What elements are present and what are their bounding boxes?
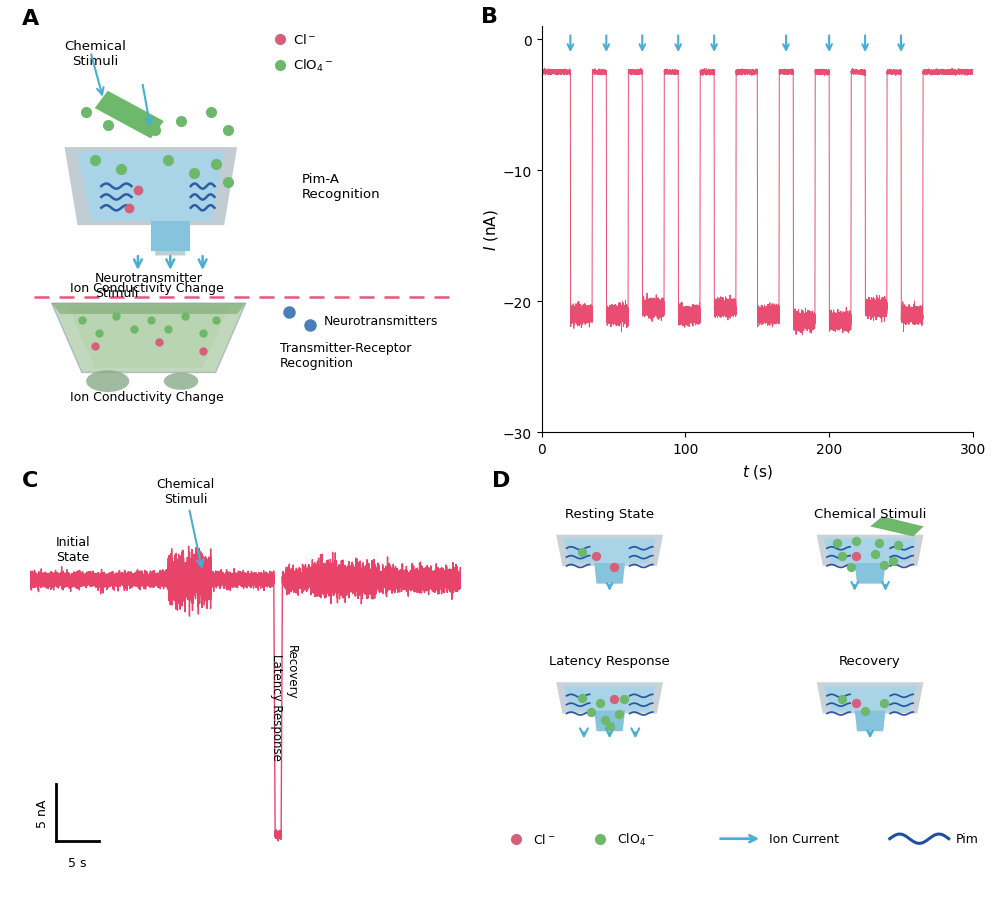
Polygon shape: [64, 148, 236, 256]
Text: Pim: Pim: [955, 833, 978, 845]
Text: A: A: [21, 9, 39, 30]
Text: Chemical
Stimuli: Chemical Stimuli: [64, 40, 125, 68]
Polygon shape: [870, 517, 923, 537]
Text: D: D: [491, 470, 510, 491]
Text: Chemical Stimuli: Chemical Stimuli: [813, 507, 926, 520]
Polygon shape: [816, 535, 923, 566]
X-axis label: $t$ (s): $t$ (s): [740, 462, 773, 480]
Polygon shape: [52, 304, 245, 373]
Polygon shape: [95, 92, 163, 139]
Text: Chemical
Stimuli: Chemical Stimuli: [156, 477, 214, 567]
Text: Recovery: Recovery: [839, 655, 900, 667]
Text: Ion Current: Ion Current: [769, 833, 839, 845]
Polygon shape: [150, 222, 189, 252]
Polygon shape: [77, 152, 224, 252]
Text: Ion Conductivity Change: Ion Conductivity Change: [69, 282, 223, 295]
Y-axis label: $I$ (nA): $I$ (nA): [481, 209, 499, 251]
Text: Resting State: Resting State: [564, 507, 653, 520]
Text: Neurotransmitter
Stimuli: Neurotransmitter Stimuli: [95, 272, 202, 299]
Text: Initial
State: Initial State: [56, 536, 90, 564]
Polygon shape: [593, 564, 624, 584]
Ellipse shape: [86, 371, 129, 392]
Polygon shape: [593, 711, 624, 732]
Text: B: B: [481, 7, 498, 27]
Text: Latency Response: Latency Response: [270, 653, 283, 760]
Polygon shape: [823, 538, 916, 564]
Text: 5 nA: 5 nA: [36, 798, 49, 827]
Text: ClO$_4$$^-$: ClO$_4$$^-$: [293, 58, 334, 74]
Text: Latency Response: Latency Response: [549, 655, 669, 667]
Text: Cl$^-$: Cl$^-$: [293, 32, 317, 47]
Text: Ion Conductivity Change: Ion Conductivity Change: [69, 391, 223, 403]
Polygon shape: [556, 535, 662, 566]
Ellipse shape: [163, 373, 198, 391]
Polygon shape: [563, 538, 655, 564]
Polygon shape: [69, 308, 228, 369]
Text: C: C: [21, 470, 38, 491]
Polygon shape: [854, 564, 885, 584]
Text: Pim-A
Recognition: Pim-A Recognition: [302, 173, 380, 201]
Text: Cl$^-$: Cl$^-$: [533, 832, 555, 846]
Polygon shape: [556, 683, 662, 713]
Text: ClO$_4$$^-$: ClO$_4$$^-$: [616, 831, 654, 847]
Polygon shape: [854, 711, 885, 732]
Polygon shape: [563, 686, 655, 711]
Polygon shape: [823, 686, 916, 711]
Polygon shape: [816, 683, 923, 713]
Text: Transmitter-Receptor
Recognition: Transmitter-Receptor Recognition: [280, 342, 411, 370]
Text: 5 s: 5 s: [68, 856, 87, 869]
Polygon shape: [52, 304, 245, 315]
Text: Recovery: Recovery: [285, 645, 298, 699]
Text: Neurotransmitters: Neurotransmitters: [323, 315, 437, 327]
